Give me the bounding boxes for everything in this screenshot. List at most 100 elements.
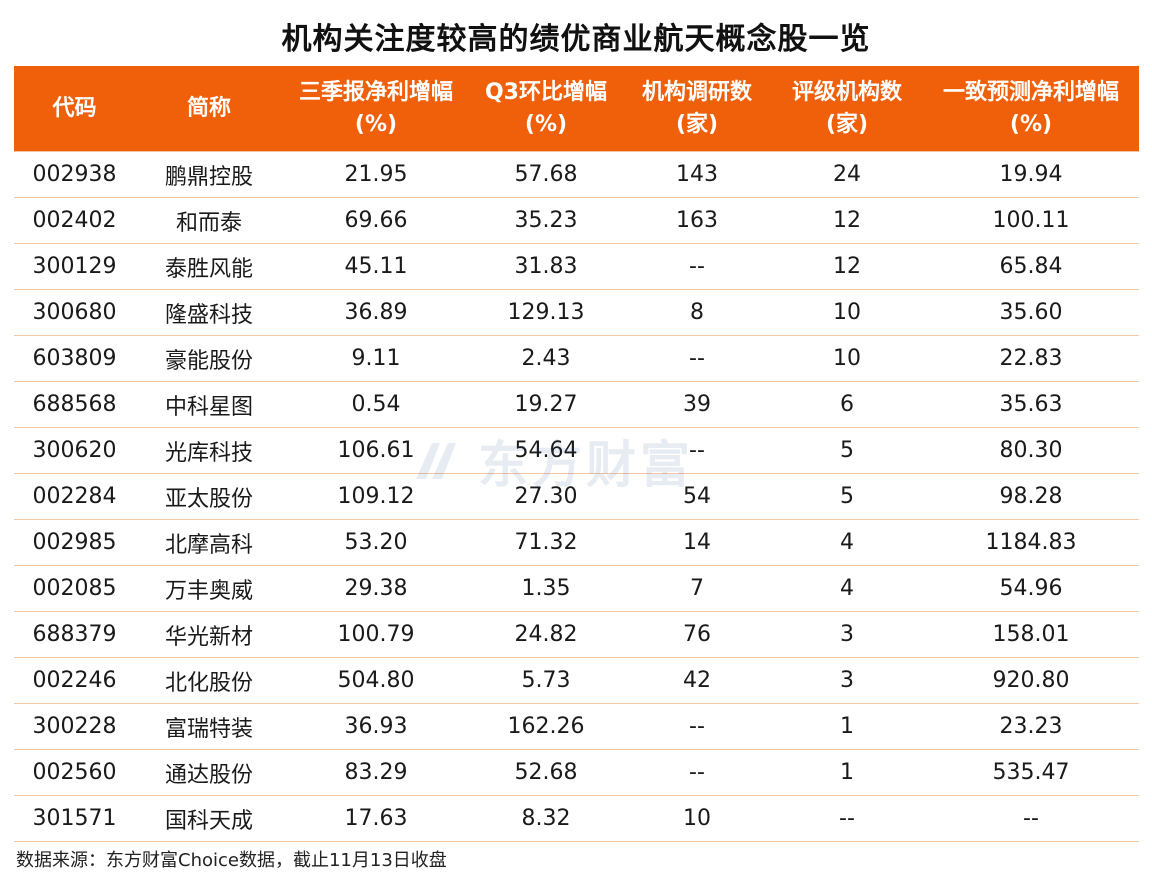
table-row: 002246 北化股份 504.80 5.73 42 3 920.80 xyxy=(14,657,1139,704)
cell-consensus-growth: 100.11 xyxy=(923,197,1139,244)
cell-rating-institutions: 1 xyxy=(771,749,923,796)
cell-name: 光库科技 xyxy=(135,427,283,474)
cell-consensus-growth: 1184.83 xyxy=(923,519,1139,566)
cell-rating-institutions: 10 xyxy=(771,335,923,382)
cell-consensus-growth: -- xyxy=(923,795,1139,842)
cell-name: 万丰奥威 xyxy=(135,565,283,612)
cell-rating-institutions: 6 xyxy=(771,381,923,428)
cell-q3-qoq-growth: 71.32 xyxy=(469,519,623,566)
cell-name: 富瑞特装 xyxy=(135,703,283,750)
column-header-q3-profit-growth: 三季报净利增幅 (%) xyxy=(283,66,469,152)
cell-name: 亚太股份 xyxy=(135,473,283,520)
cell-code: 002246 xyxy=(14,657,135,704)
cell-q3-qoq-growth: 162.26 xyxy=(469,703,623,750)
cell-consensus-growth: 22.83 xyxy=(923,335,1139,382)
cell-institution-research: 39 xyxy=(623,381,771,428)
table-header-row: 代码 简称 三季报净利增幅 (%) Q3环比增幅 (%) 机构调研数 (家) 评级机构… xyxy=(14,66,1139,152)
column-header-q3-qoq-growth: Q3环比增幅 (%) xyxy=(469,66,623,152)
cell-consensus-growth: 65.84 xyxy=(923,243,1139,290)
cell-consensus-growth: 54.96 xyxy=(923,565,1139,612)
table-row: 300680 隆盛科技 36.89 129.13 8 10 35.60 xyxy=(14,289,1139,336)
table-row: 002938 鹏鼎控股 21.95 57.68 143 24 19.94 xyxy=(14,151,1139,198)
cell-q3-profit-growth: 17.63 xyxy=(283,795,469,842)
cell-consensus-growth: 35.60 xyxy=(923,289,1139,336)
cell-institution-research: -- xyxy=(623,427,771,474)
cell-q3-qoq-growth: 24.82 xyxy=(469,611,623,658)
cell-institution-research: -- xyxy=(623,243,771,290)
cell-q3-qoq-growth: 35.23 xyxy=(469,197,623,244)
cell-institution-research: 76 xyxy=(623,611,771,658)
cell-rating-institutions: 4 xyxy=(771,519,923,566)
cell-institution-research: 42 xyxy=(623,657,771,704)
data-source-note: 数据来源：东方财富Choice数据，截止11月13日收盘 xyxy=(16,850,447,871)
cell-q3-profit-growth: 100.79 xyxy=(283,611,469,658)
cell-institution-research: 163 xyxy=(623,197,771,244)
cell-name: 北化股份 xyxy=(135,657,283,704)
cell-rating-institutions: 10 xyxy=(771,289,923,336)
page-title: 机构关注度较高的绩优商业航天概念股一览 xyxy=(281,22,871,57)
table-row: 300228 富瑞特装 36.93 162.26 -- 1 23.23 xyxy=(14,703,1139,750)
cell-rating-institutions: 4 xyxy=(771,565,923,612)
cell-rating-institutions: 5 xyxy=(771,427,923,474)
cell-q3-profit-growth: 109.12 xyxy=(283,473,469,520)
table-row: 002560 通达股份 83.29 52.68 -- 1 535.47 xyxy=(14,749,1139,796)
cell-q3-qoq-growth: 19.27 xyxy=(469,381,623,428)
column-header-code: 代码 xyxy=(14,66,135,152)
table-row: 002402 和而泰 69.66 35.23 163 12 100.11 xyxy=(14,197,1139,244)
column-header-institution-research: 机构调研数 (家) xyxy=(623,66,771,152)
cell-consensus-growth: 23.23 xyxy=(923,703,1139,750)
cell-q3-qoq-growth: 129.13 xyxy=(469,289,623,336)
cell-institution-research: -- xyxy=(623,703,771,750)
table-row: 002284 亚太股份 109.12 27.30 54 5 98.28 xyxy=(14,473,1139,520)
cell-code: 002085 xyxy=(14,565,135,612)
cell-q3-qoq-growth: 8.32 xyxy=(469,795,623,842)
cell-consensus-growth: 35.63 xyxy=(923,381,1139,428)
table-row: 688379 华光新材 100.79 24.82 76 3 158.01 xyxy=(14,611,1139,658)
cell-consensus-growth: 19.94 xyxy=(923,151,1139,198)
cell-institution-research: -- xyxy=(623,749,771,796)
cell-code: 002938 xyxy=(14,151,135,198)
cell-q3-profit-growth: 106.61 xyxy=(283,427,469,474)
cell-q3-qoq-growth: 31.83 xyxy=(469,243,623,290)
cell-q3-qoq-growth: 1.35 xyxy=(469,565,623,612)
cell-institution-research: 14 xyxy=(623,519,771,566)
cell-rating-institutions: 12 xyxy=(771,243,923,290)
cell-q3-profit-growth: 45.11 xyxy=(283,243,469,290)
cell-code: 300680 xyxy=(14,289,135,336)
cell-consensus-growth: 158.01 xyxy=(923,611,1139,658)
cell-code: 688568 xyxy=(14,381,135,428)
cell-code: 603809 xyxy=(14,335,135,382)
cell-q3-qoq-growth: 52.68 xyxy=(469,749,623,796)
cell-rating-institutions: 3 xyxy=(771,611,923,658)
cell-code: 002284 xyxy=(14,473,135,520)
cell-rating-institutions: 1 xyxy=(771,703,923,750)
cell-q3-qoq-growth: 54.64 xyxy=(469,427,623,474)
cell-code: 002560 xyxy=(14,749,135,796)
cell-name: 泰胜风能 xyxy=(135,243,283,290)
cell-q3-qoq-growth: 5.73 xyxy=(469,657,623,704)
table-row: 002985 北摩高科 53.20 71.32 14 4 1184.83 xyxy=(14,519,1139,566)
table-row: 300129 泰胜风能 45.11 31.83 -- 12 65.84 xyxy=(14,243,1139,290)
cell-q3-qoq-growth: 57.68 xyxy=(469,151,623,198)
cell-consensus-growth: 80.30 xyxy=(923,427,1139,474)
cell-q3-profit-growth: 9.11 xyxy=(283,335,469,382)
cell-name: 华光新材 xyxy=(135,611,283,658)
table-row: 688568 中科星图 0.54 19.27 39 6 35.63 xyxy=(14,381,1139,428)
cell-rating-institutions: 3 xyxy=(771,657,923,704)
cell-code: 002402 xyxy=(14,197,135,244)
cell-institution-research: -- xyxy=(623,335,771,382)
cell-q3-qoq-growth: 2.43 xyxy=(469,335,623,382)
cell-institution-research: 7 xyxy=(623,565,771,612)
table-row: 002085 万丰奥威 29.38 1.35 7 4 54.96 xyxy=(14,565,1139,612)
cell-q3-profit-growth: 29.38 xyxy=(283,565,469,612)
cell-name: 中科星图 xyxy=(135,381,283,428)
cell-rating-institutions: 5 xyxy=(771,473,923,520)
cell-q3-profit-growth: 0.54 xyxy=(283,381,469,428)
cell-q3-qoq-growth: 27.30 xyxy=(469,473,623,520)
table-row: 300620 光库科技 106.61 54.64 -- 5 80.30 xyxy=(14,427,1139,474)
cell-institution-research: 143 xyxy=(623,151,771,198)
cell-rating-institutions: 12 xyxy=(771,197,923,244)
cell-q3-profit-growth: 69.66 xyxy=(283,197,469,244)
cell-consensus-growth: 98.28 xyxy=(923,473,1139,520)
cell-institution-research: 8 xyxy=(623,289,771,336)
